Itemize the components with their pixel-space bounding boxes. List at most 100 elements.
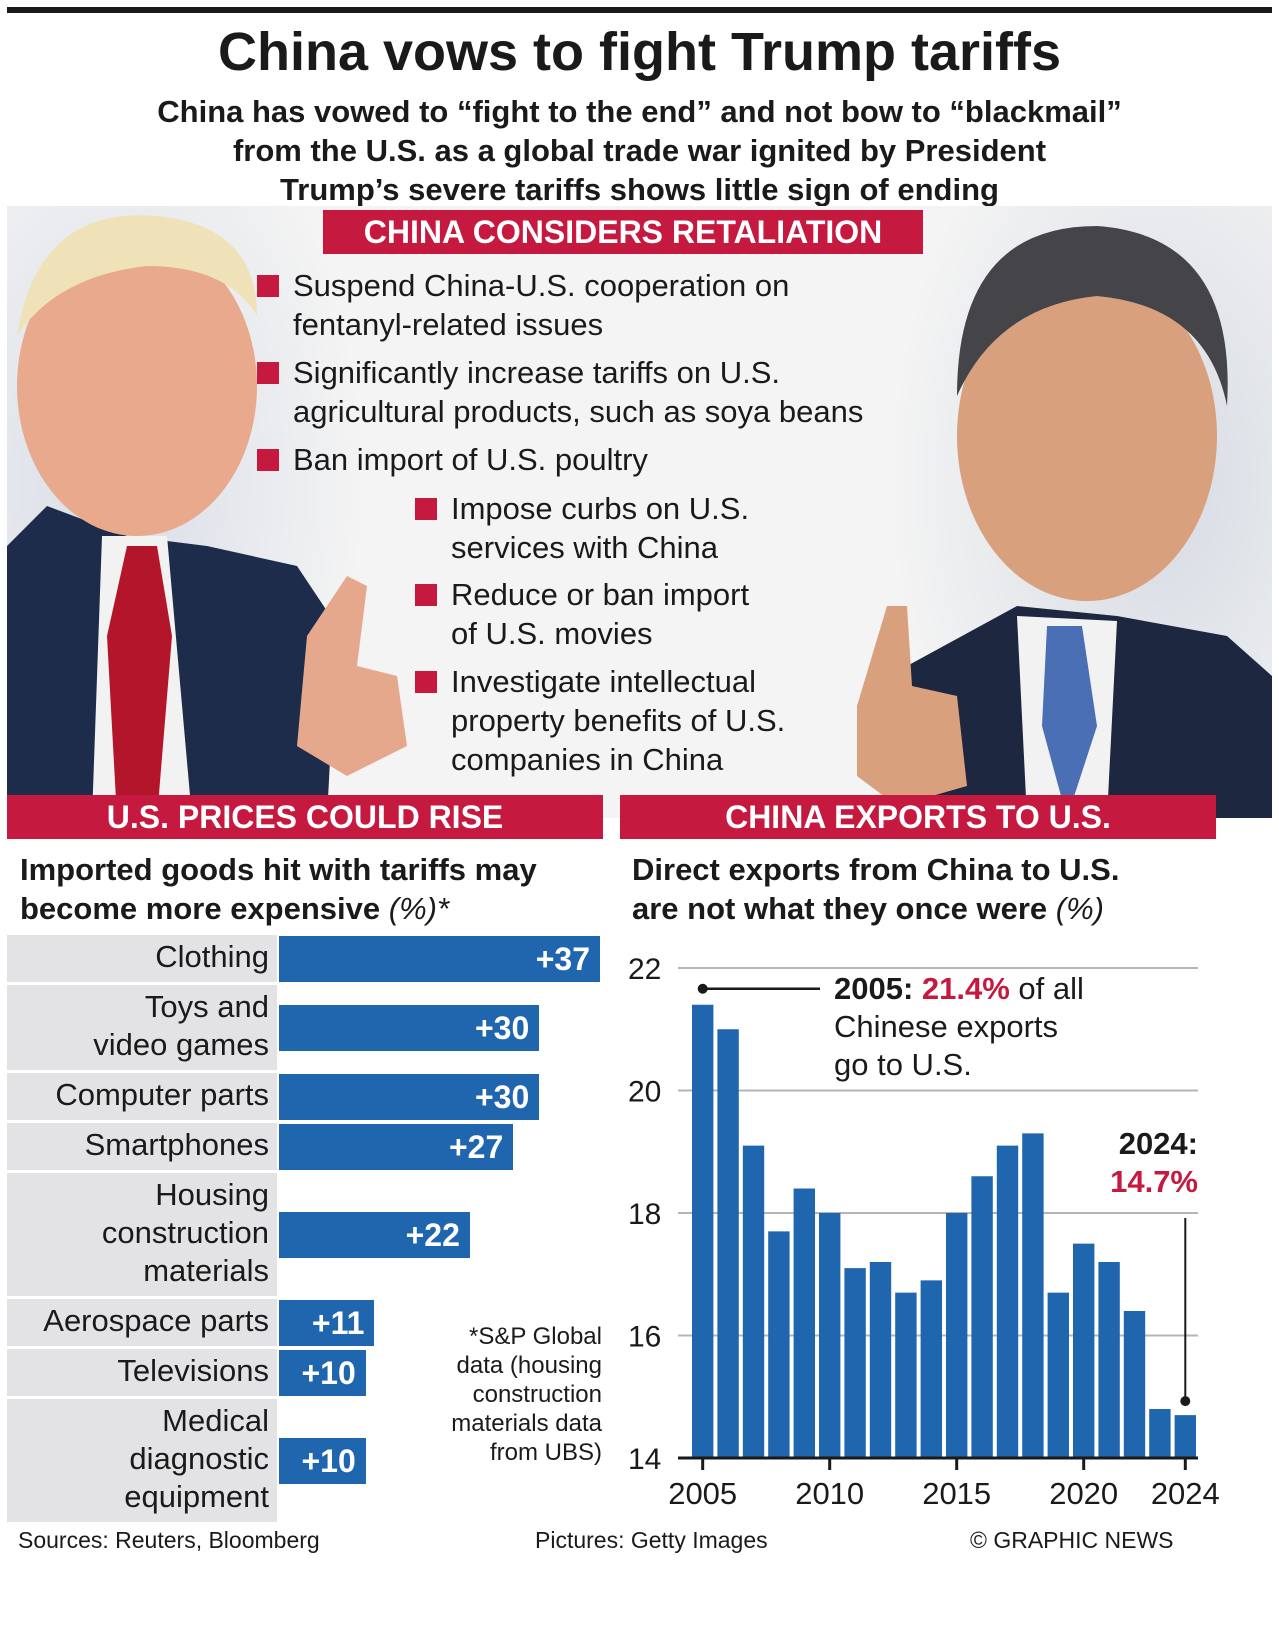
item-line: Significantly increase tariffs on U.S. xyxy=(293,355,781,390)
category-label-line: Toys and xyxy=(144,989,269,1024)
category-cell xyxy=(7,982,277,1070)
export-bar xyxy=(1174,1415,1196,1458)
export-bar xyxy=(1149,1409,1171,1458)
subtitle-line: from the U.S. as a global trade war igni… xyxy=(232,133,1047,168)
left-figure-photo xyxy=(7,206,407,818)
item-line: Suspend China-U.S. cooperation on xyxy=(293,268,790,303)
category-label-line: Clothing xyxy=(155,939,269,974)
category-label: Aerospace parts xyxy=(7,1302,269,1340)
category-cell xyxy=(7,1120,277,1170)
price-bar-value: +10 xyxy=(301,1355,356,1391)
annotation-2024-value: 14.7% xyxy=(1110,1164,1198,1199)
bullet-square-icon xyxy=(415,584,437,606)
category-label: Medical diagnostic equipment xyxy=(7,1402,269,1516)
price-bar-value: +30 xyxy=(474,1079,530,1115)
top-rule xyxy=(7,7,1272,13)
footnote-line: construction xyxy=(472,1381,602,1408)
exports-subtitle: Direct exports from China to U.S. are no… xyxy=(632,850,1222,928)
item-line: property benefits of U.S. xyxy=(451,703,786,738)
price-bar xyxy=(279,1124,514,1170)
price-bar xyxy=(279,1212,470,1258)
item-line: Investigate intellectual xyxy=(451,664,757,699)
x-tick-label: 2005 xyxy=(668,1476,737,1511)
subtitle-line: Imported goods hit with tariffs may xyxy=(20,852,537,887)
item-line: of U.S. movies xyxy=(451,616,653,651)
price-bar-value: +30 xyxy=(474,1010,530,1046)
export-bar xyxy=(895,1292,917,1458)
page-title: China vows to fight Trump tariffs xyxy=(217,22,1061,82)
y-tick-label: 22 xyxy=(628,953,661,986)
export-bar xyxy=(1022,1133,1044,1458)
annotation-year: 2005: xyxy=(834,971,913,1006)
price-bar-value: +11 xyxy=(311,1305,365,1341)
x-tick-label: 2015 xyxy=(922,1476,991,1511)
photo-panel: CHINA CONSIDERS RETALIATION Suspend Chin… xyxy=(7,206,1272,818)
category-label-line: materials xyxy=(143,1253,269,1288)
prices-heading: U.S. PRICES COULD RISE xyxy=(7,795,603,839)
exports-heading: CHINA EXPORTS TO U.S. xyxy=(620,795,1216,839)
item-line: Ban import of U.S. poultry xyxy=(293,442,648,477)
export-bar xyxy=(793,1188,815,1458)
export-bar xyxy=(869,1262,892,1458)
category-label-line: Computer parts xyxy=(55,1077,269,1112)
export-bar xyxy=(971,1176,993,1458)
price-bar-value: +10 xyxy=(301,1443,356,1479)
category-label: Toys and video games xyxy=(7,988,269,1064)
category-label-line: Smartphones xyxy=(84,1127,269,1162)
subtitle-line: Trump’s severe tariffs shows little sign… xyxy=(280,172,999,207)
category-label: Smartphones xyxy=(7,1126,269,1164)
category-label: Clothing xyxy=(7,938,269,976)
annotation-value: 21.4% xyxy=(913,971,1010,1006)
category-cell xyxy=(7,1170,277,1296)
subtitle-line: become more expensive xyxy=(20,891,381,926)
price-bar xyxy=(279,936,600,982)
price-bar xyxy=(279,1074,540,1120)
category-label-line: Televisions xyxy=(117,1353,269,1388)
category-cell xyxy=(7,1346,277,1396)
bullet-square-icon xyxy=(415,671,437,693)
category-label-line: construction xyxy=(101,1215,269,1250)
footnote-line: materials data xyxy=(451,1410,602,1437)
category-label: Housing construction materials xyxy=(7,1176,269,1290)
export-bar xyxy=(920,1280,942,1458)
annotation-2024-year: 2024: xyxy=(1119,1126,1198,1161)
leader-photos-illustration xyxy=(7,206,1272,818)
category-label-line: equipment xyxy=(124,1479,269,1514)
category-label: Computer parts xyxy=(7,1076,269,1114)
subtitle-line: are not what they once were xyxy=(632,891,1048,926)
bullet-square-icon xyxy=(415,498,437,520)
price-bar xyxy=(279,1300,375,1346)
export-bar xyxy=(1098,1262,1120,1458)
category-label-line: diagnostic xyxy=(129,1441,269,1476)
unit-label: (%) xyxy=(1055,891,1105,926)
x-tick-label: 2010 xyxy=(795,1476,864,1511)
retaliation-heading: CHINA CONSIDERS RETALIATION xyxy=(323,210,923,254)
bullet-square-icon xyxy=(257,362,279,384)
export-bar xyxy=(1047,1292,1069,1458)
export-bar xyxy=(742,1145,765,1458)
bullet-square-icon xyxy=(257,449,279,471)
annotation-text: of all xyxy=(1010,971,1084,1006)
annotation-text-line: Chinese exports xyxy=(834,1009,1058,1044)
right-figure-photo xyxy=(857,206,1272,818)
footnote-line: from UBS) xyxy=(489,1439,602,1466)
export-bar xyxy=(844,1268,866,1458)
item-line: Reduce or ban import xyxy=(451,577,750,612)
export-bar xyxy=(692,1004,714,1458)
export-bar xyxy=(996,1145,1019,1458)
subtitle-line: China has vowed to “fight to the end” an… xyxy=(157,94,1122,129)
export-bar xyxy=(1123,1311,1146,1458)
bullet-square-icon xyxy=(257,275,279,297)
unit-label: (%)* xyxy=(388,891,450,926)
item-line: companies in China xyxy=(451,742,724,777)
exports-bar-chart: 14 16 18 20 22 2005 2010 2015 2020 2024 2005: 21.4… xyxy=(628,953,1220,1511)
subtitle-line: Direct exports from China to U.S. xyxy=(632,852,1120,887)
export-bar xyxy=(717,1029,739,1458)
item-line: fentanyl-related issues xyxy=(293,307,604,342)
y-tick-label: 14 xyxy=(628,1443,661,1476)
y-tick-label: 18 xyxy=(628,1198,661,1231)
category-label-line: video games xyxy=(93,1027,269,1062)
export-bar xyxy=(946,1213,968,1458)
pictures-credit: Pictures: Getty Images xyxy=(535,1527,768,1553)
export-bar xyxy=(1073,1243,1095,1458)
